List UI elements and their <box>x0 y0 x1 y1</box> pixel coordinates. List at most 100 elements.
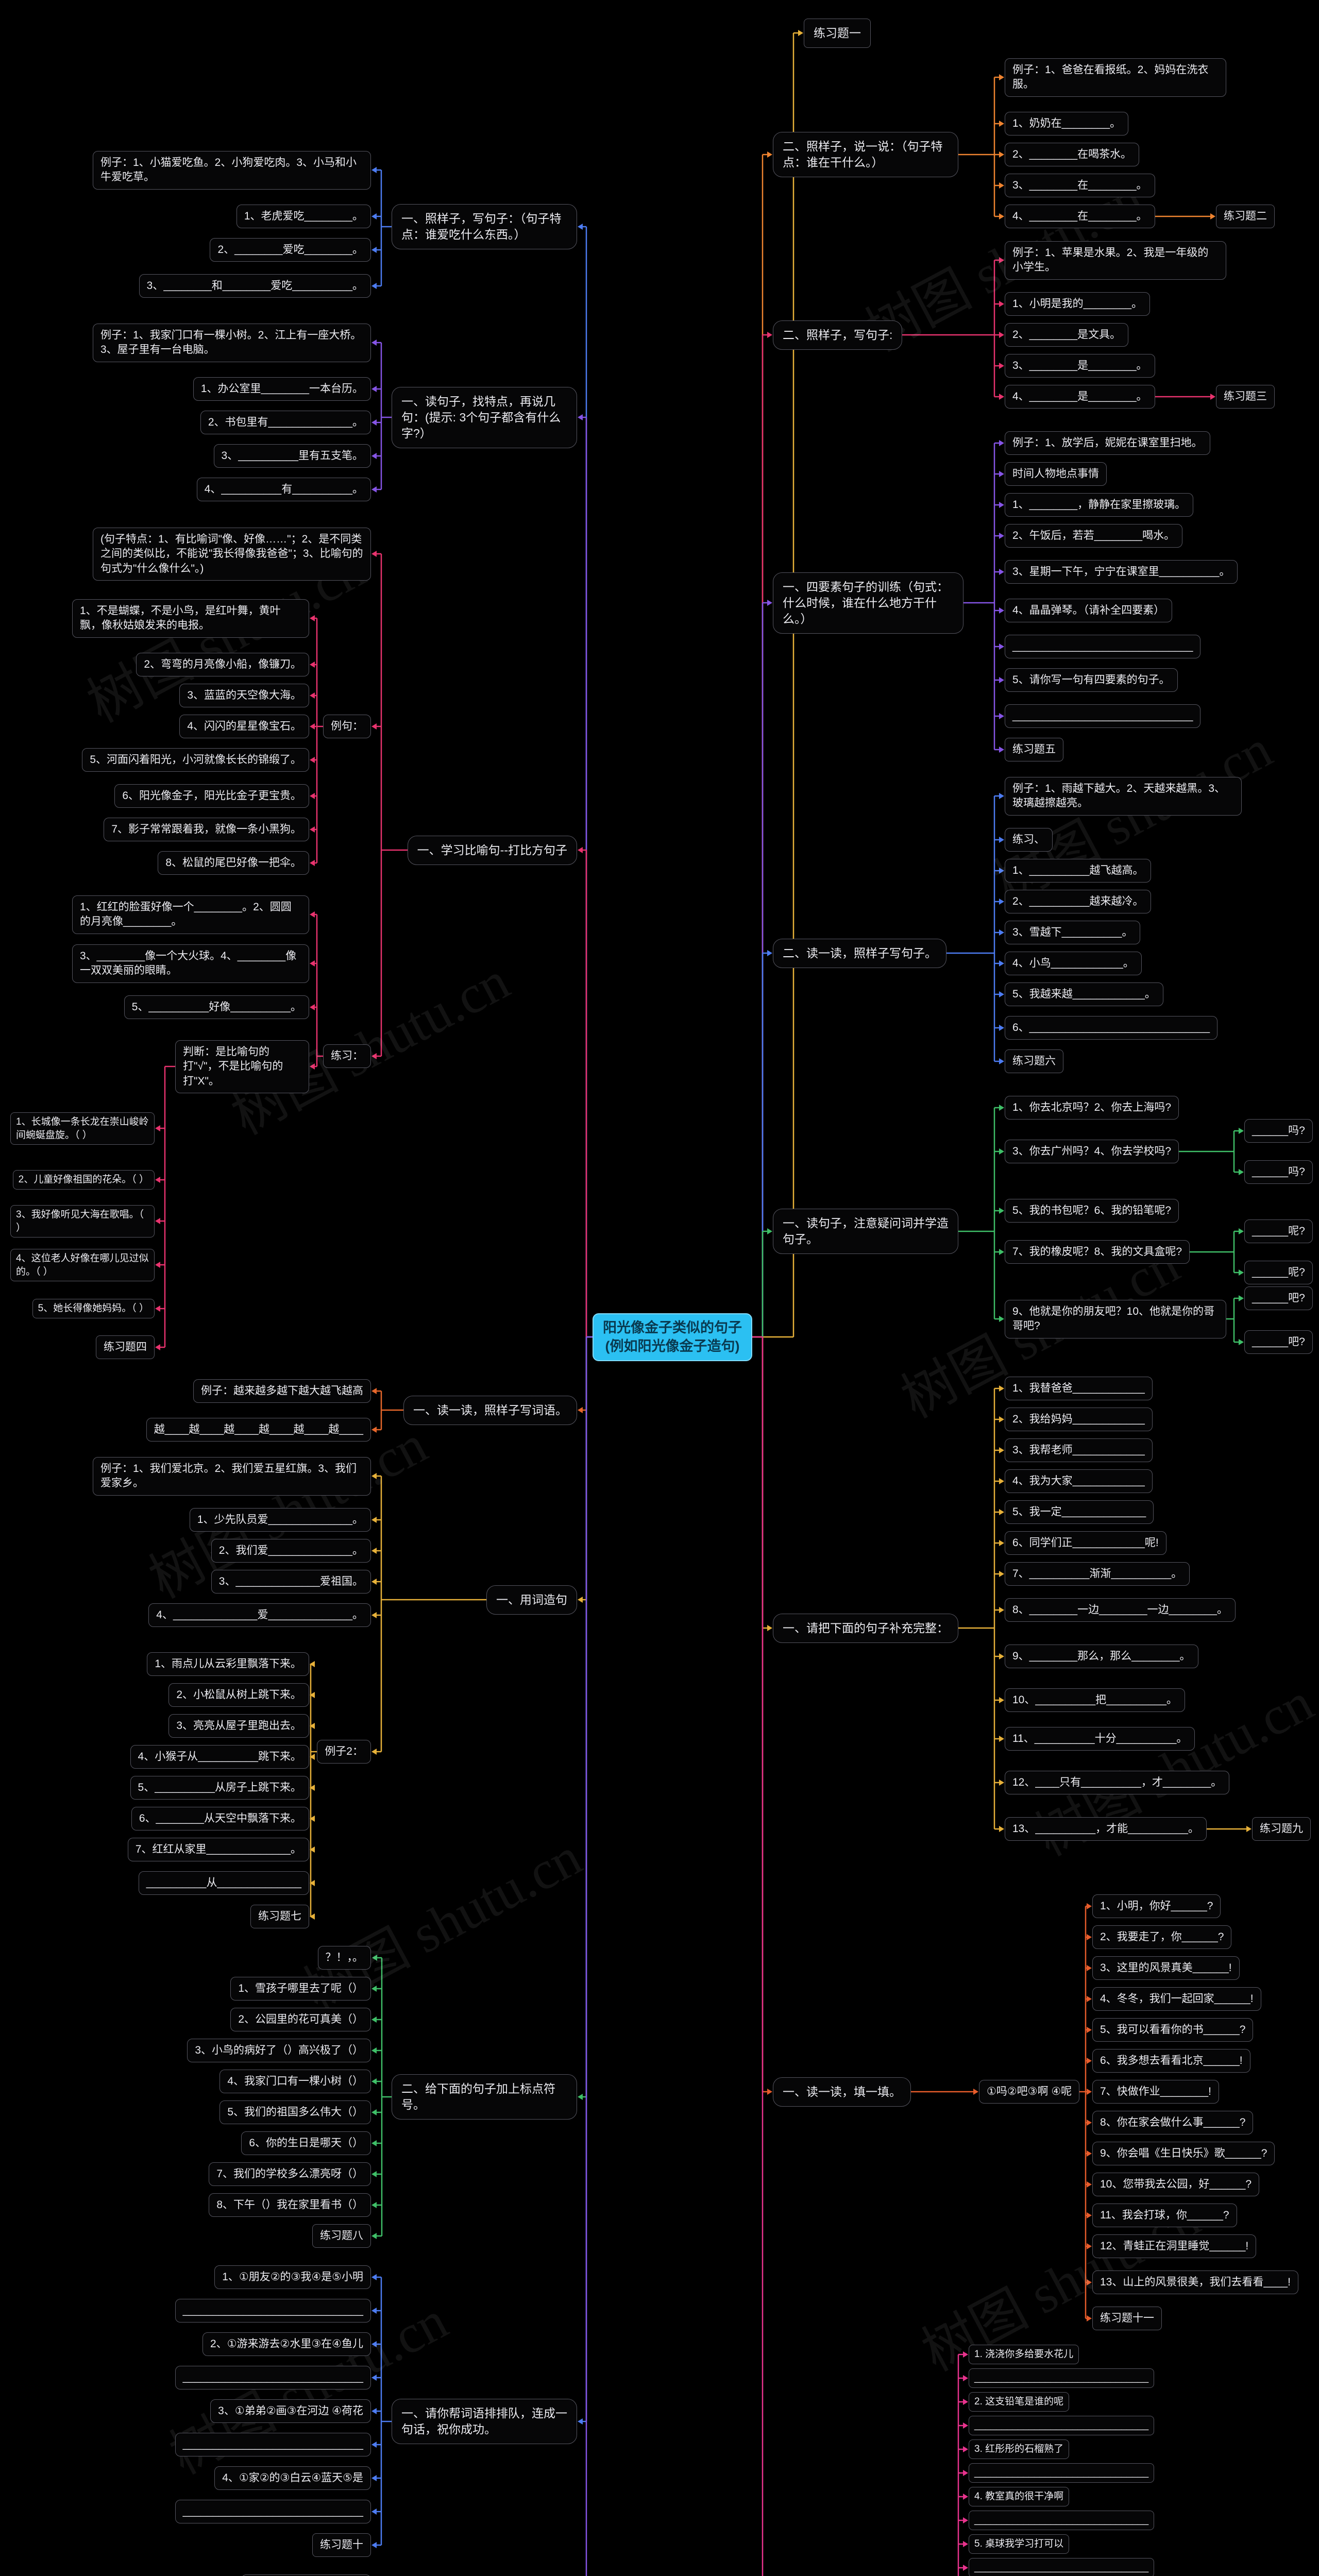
mindmap-node[interactable]: 4、①家②的③白云④蓝天⑤是 <box>214 2466 371 2490</box>
mindmap-node[interactable]: 3、我好像听见大海在歌唱。（ ） <box>10 1205 155 1238</box>
mindmap-node[interactable]: 1、办公室里________一本台历。 <box>193 377 371 401</box>
branch-header[interactable]: 一、读句子，注意疑问词并学造句子。 <box>773 1209 958 1255</box>
mindmap-node[interactable]: 例子：1、我家门口有一棵小树。2、江上有一座大桥。3、屋子里有一台电脑。 <box>93 324 371 362</box>
mindmap-node[interactable]: 1、雪孩子哪里去了呢（） <box>230 1977 371 2001</box>
mindmap-node[interactable]: ______呢? <box>1244 1261 1313 1285</box>
mindmap-node[interactable]: 例子2： <box>317 1740 371 1764</box>
mindmap-node[interactable]: 4. 教室真的很干净啊 <box>969 2487 1070 2506</box>
mindmap-node[interactable]: 3、______________爱祖国。 <box>211 1570 371 1594</box>
branch-header[interactable]: 一、读一读，照样子写词语。 <box>403 1396 577 1426</box>
mindmap-node[interactable]: 6、________从天空中飘落下来。 <box>131 1807 309 1831</box>
mindmap-node[interactable]: 7、红红从家里______________。 <box>127 1838 309 1862</box>
mindmap-node[interactable]: 13、山上的风景很美，我们去看看____! <box>1092 2270 1298 2295</box>
mindmap-node[interactable]: 3、我帮老师____________ <box>1005 1438 1153 1463</box>
mindmap-node[interactable]: 4、闪闪的星星像宝石。 <box>179 715 309 739</box>
mindmap-node[interactable]: ______吗? <box>1244 1119 1313 1143</box>
branch-header[interactable]: 二、照样子，说一说：（句子特点：谁在干什么。） <box>773 132 958 178</box>
mindmap-node[interactable]: 判断：是比喻句的打"√"，不是比喻句的打"X"。 <box>175 1040 309 1094</box>
mindmap-node[interactable]: 2、________爱吃________。 <box>210 238 371 262</box>
mindmap-node[interactable]: 5、请你写一句有四要素的句子。 <box>1005 668 1178 692</box>
exercise-link-node[interactable]: 练习题五 <box>1005 738 1063 762</box>
mindmap-node[interactable]: 2. 这支铅笔是谁的呢 <box>969 2392 1070 2412</box>
branch-header[interactable]: 一、读一读，填一填。 <box>773 2077 911 2107</box>
mindmap-node[interactable]: 2、我们爱______________。 <box>211 1539 371 1563</box>
branch-header[interactable]: 一、请把下面的句子补充完整： <box>773 1614 958 1643</box>
mindmap-node[interactable]: 7、我的橡皮呢？8、我的文具盒呢? <box>1005 1240 1190 1264</box>
mindmap-node[interactable]: 3. 红彤彤的石榴熟了 <box>969 2439 1070 2459</box>
blank-answer-node[interactable]: ________________________________ <box>969 2416 1155 2435</box>
branch-header[interactable]: 一、请你帮词语排排队，连成一句话，祝你成功。 <box>392 2399 577 2445</box>
mindmap-node[interactable]: 2、我要走了，你______? <box>1092 1925 1232 1950</box>
mindmap-node[interactable]: 3、__________里有五支笔。 <box>213 444 371 468</box>
branch-header[interactable]: 一、学习比喻句--打比方句子 <box>407 836 577 866</box>
exercise-link-node[interactable]: 练习题十一 <box>1092 2307 1162 2331</box>
mindmap-node[interactable]: 5、河面闪着阳光，小河就像长长的锦缎了。 <box>82 748 309 772</box>
mindmap-node[interactable]: 2、①游来游去②水里③在④鱼儿 <box>202 2332 371 2357</box>
mindmap-node[interactable]: 练习、 <box>1005 828 1053 852</box>
mindmap-node[interactable]: (句子特点：1、有比喻词"像、好像……"；2、是不同类之间的类似比，不能说"我长… <box>93 528 371 581</box>
mindmap-node[interactable]: 6、我多想去看看北京______! <box>1092 2049 1250 2073</box>
mindmap-node[interactable]: 3、________在________。 <box>1005 174 1155 198</box>
mindmap-node[interactable]: 2、我给妈妈____________ <box>1005 1408 1153 1432</box>
exercise-link-node[interactable]: 练习题二 <box>1216 205 1275 229</box>
blank-answer-node[interactable]: ______________________________ <box>175 2433 371 2457</box>
mindmap-node[interactable]: 4、小鸟____________。 <box>1005 952 1142 976</box>
exercise-link-node[interactable]: 练习题四 <box>96 1335 155 1360</box>
mindmap-node[interactable]: 3、________是________。 <box>1005 354 1155 378</box>
mindmap-node[interactable]: 6、阳光像金子，阳光比金子更宝贵。 <box>114 784 309 808</box>
mindmap-node[interactable]: 9、你会唱《生日快乐》歌______? <box>1092 2142 1275 2166</box>
mindmap-node[interactable]: 4、________是________。 <box>1005 385 1155 409</box>
mindmap-node[interactable]: 3、________像一个大火球。4、________像一双双美丽的眼睛。 <box>72 944 309 983</box>
mindmap-node[interactable]: 4、冬冬，我们一起回家______! <box>1092 1987 1261 2011</box>
mindmap-node[interactable]: 1、长城像一条长龙在崇山峻岭间蜿蜒盘旋。（ ） <box>10 1112 155 1145</box>
mindmap-node[interactable]: 10、您带我去公园，好______? <box>1092 2173 1260 2197</box>
mindmap-node[interactable]: 例句： <box>323 715 371 739</box>
branch-header[interactable]: 一、读句子，找特点，再说几句：(提示: 3个句子都含有什么字?） <box>392 387 577 449</box>
mindmap-node[interactable]: 13、__________，才能__________。 <box>1005 1817 1207 1841</box>
mindmap-node[interactable]: 3、________和________爱吃__________。 <box>139 274 371 298</box>
mindmap-node[interactable]: 5、我的书包呢？6、我的铅笔呢? <box>1005 1199 1179 1223</box>
mindmap-node[interactable]: 例子：越来越多越下越大越飞越高 <box>193 1379 371 1403</box>
mindmap-node[interactable]: 5、她长得像她妈妈。（ ） <box>32 1299 155 1318</box>
center-topic[interactable]: 阳光像金子类似的句子(例如阳光像金子造句) <box>593 1313 752 1361</box>
mindmap-node[interactable]: 1、小明，你好______? <box>1092 1894 1221 1919</box>
mindmap-node[interactable]: 4、________在________。 <box>1005 205 1155 229</box>
exercise-link-node[interactable]: 练习题九 <box>1252 1817 1311 1841</box>
mindmap-node[interactable]: 1、奶奶在________。 <box>1005 112 1129 136</box>
mindmap-node[interactable]: 5、我们的祖国多么伟大（） <box>219 2100 371 2125</box>
mindmap-node[interactable]: ______吧? <box>1244 1330 1313 1354</box>
mindmap-node[interactable]: 5、__________好像__________。 <box>124 995 309 1020</box>
mindmap-node[interactable]: 3、蓝蓝的天空像大海。 <box>179 684 309 708</box>
mindmap-node[interactable]: 练习： <box>323 1044 371 1069</box>
blank-answer-node[interactable]: ________________________________ <box>969 2558 1155 2576</box>
mindmap-node[interactable]: 6、同学们正____________呢! <box>1005 1531 1166 1555</box>
mindmap-node[interactable]: ①吗②吧③啊 ④呢 <box>979 2080 1080 2104</box>
blank-answer-node[interactable]: ______________________________ <box>1005 704 1201 728</box>
exercise-link-node[interactable]: 练习题三 <box>1216 385 1275 409</box>
mindmap-node[interactable]: 6、你的生日是哪天（） <box>241 2131 371 2156</box>
mindmap-node[interactable]: 1、我替爸爸____________ <box>1005 1377 1153 1401</box>
mindmap-node[interactable]: 2、__________越来越冷。 <box>1005 890 1152 914</box>
exercise-link-node[interactable]: 练习题一 <box>804 19 871 48</box>
mindmap-node[interactable]: 1、__________越飞越高。 <box>1005 859 1152 883</box>
mindmap-node[interactable]: 5、我一定______________ <box>1005 1500 1154 1524</box>
exercise-link-node[interactable]: 练习题十 <box>312 2533 371 2557</box>
branch-header[interactable]: 二、照样子，写句子: <box>773 320 903 350</box>
mindmap-node[interactable]: 2、午饭后，若若________喝水。 <box>1005 524 1183 548</box>
mindmap-node[interactable]: 4、我为大家____________ <box>1005 1469 1153 1494</box>
branch-header[interactable]: 一、四要素句子的训练（句式：什么时候，谁在什么地方干什么。） <box>773 572 963 634</box>
exercise-link-node[interactable]: 练习题七 <box>250 1905 309 1929</box>
exercise-link-node[interactable]: 练习题六 <box>1005 1049 1063 1074</box>
mindmap-node[interactable]: 1、你去北京吗？2、你去上海吗? <box>1005 1096 1179 1120</box>
mindmap-node[interactable]: 1、①朋友②的③我④是⑤小明 <box>214 2265 371 2290</box>
mindmap-node[interactable]: ______吗? <box>1244 1160 1313 1184</box>
mindmap-node[interactable]: 11、我会打球，你______? <box>1092 2204 1237 2228</box>
mindmap-node[interactable]: 2、弯弯的月亮像小船，像镰刀。 <box>136 653 309 677</box>
mindmap-node[interactable]: 2、书包里有______________。 <box>200 411 371 435</box>
mindmap-node[interactable]: 3、小鸟的病好了（）高兴极了（） <box>187 2039 371 2063</box>
branch-header[interactable]: 二、给下面的句子加上标点符号。 <box>392 2074 577 2120</box>
branch-header[interactable]: 二、读一读，照样子写句子。 <box>773 939 946 969</box>
mindmap-node[interactable]: __________从______________ <box>138 1871 309 1895</box>
mindmap-node[interactable]: 2、儿童好像祖国的花朵。（ ） <box>12 1170 155 1190</box>
mindmap-node[interactable]: 5、__________从房子上跳下来。 <box>130 1776 309 1800</box>
